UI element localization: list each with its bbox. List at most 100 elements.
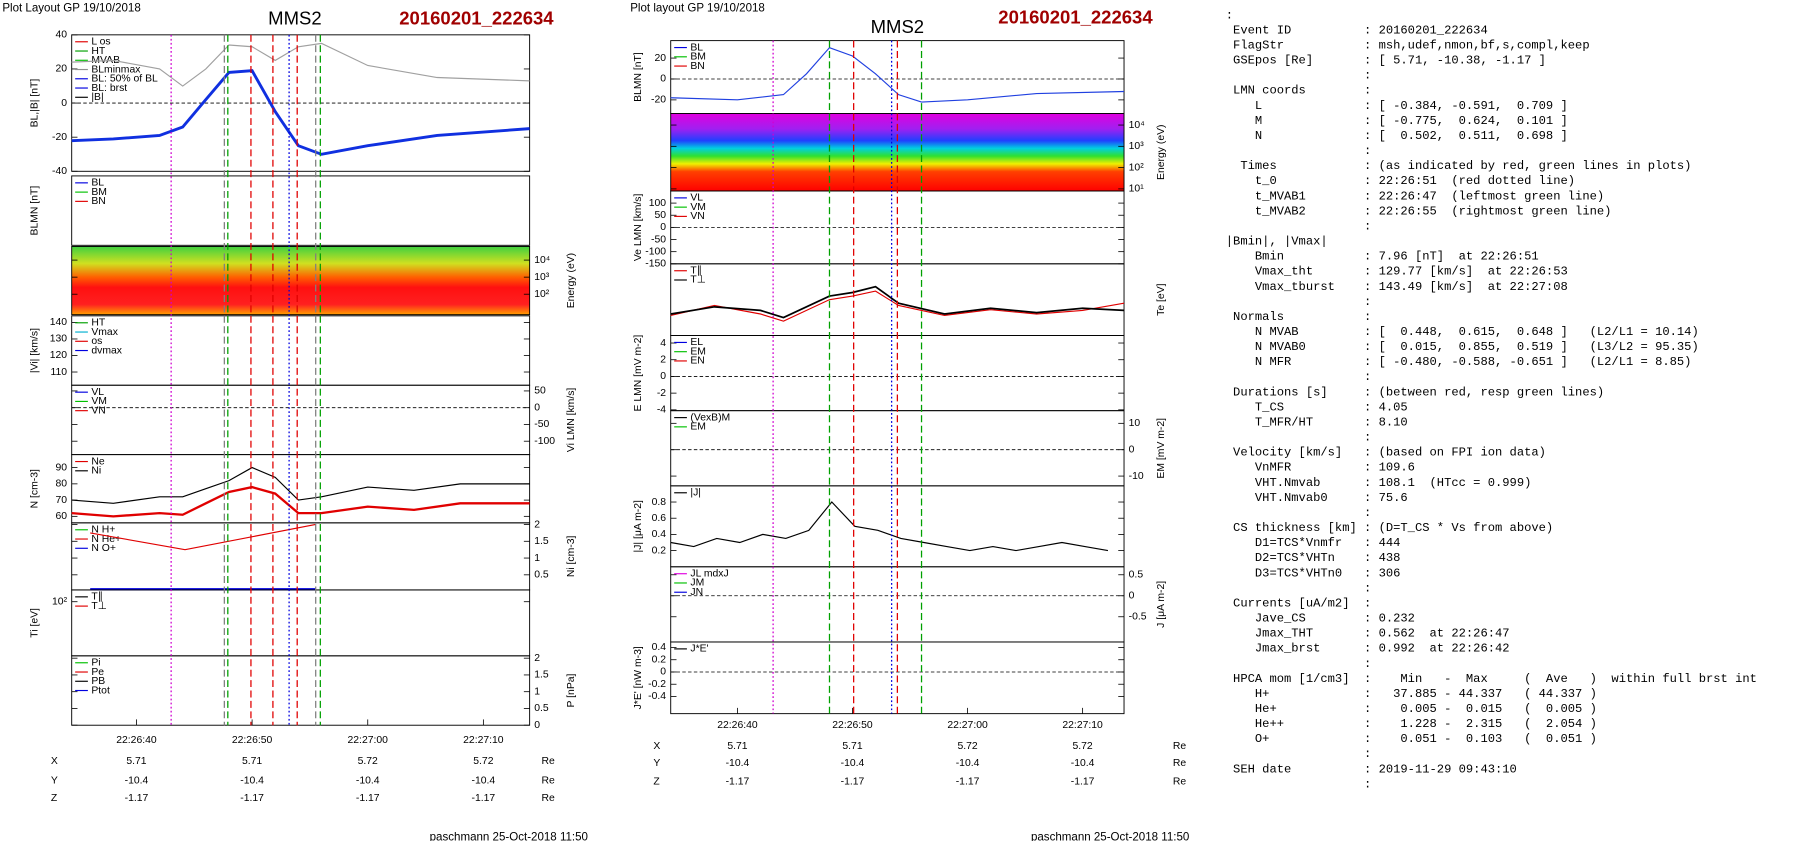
position-value: -10.4	[125, 775, 149, 786]
y-tick-label: 70	[56, 495, 68, 506]
summary-line: :	[1226, 581, 1372, 595]
legend-label: os	[91, 336, 102, 347]
y-tick-label: 10¹	[1129, 184, 1145, 195]
y-tick-label: 80	[56, 479, 68, 490]
legend-label: BL: brst	[91, 83, 127, 94]
y-tick-label: -100	[534, 436, 555, 447]
summary-line: Velocity [km/s] : (based on FPI ion data…	[1226, 446, 1546, 460]
x-tick-label: 22:26:40	[717, 720, 758, 731]
summary-line: :	[1226, 777, 1372, 791]
y-tick-label: 0.8	[652, 497, 667, 508]
position-value: 5.71	[727, 741, 747, 752]
position-value: -10.4	[1071, 758, 1095, 769]
legend-label: |J|	[690, 488, 701, 499]
panel-frame	[71, 315, 531, 386]
position-label: X	[51, 756, 58, 767]
legend-label: N He+	[91, 534, 121, 545]
y-tick-label: 10²	[534, 289, 550, 300]
legend-label: T∥	[690, 265, 702, 276]
legend-label: T⊥	[690, 275, 705, 286]
y-tick-label: 0.6	[652, 513, 667, 524]
summary-line: Event ID : 20160201_222634	[1226, 23, 1488, 37]
y-tick-label: 0	[534, 402, 540, 413]
position-value: -10.4	[726, 758, 750, 769]
legend-label: HT	[91, 46, 106, 57]
y-tick-label: 0.5	[1129, 570, 1144, 581]
series-line	[90, 523, 316, 551]
y-axis-label: BL,|B| [nT]	[29, 79, 40, 128]
position-value: 5.71	[842, 741, 862, 752]
summary-line: Jmax_THT : 0.562 at 22:26:47	[1226, 627, 1510, 641]
y-tick-label: 0	[660, 371, 666, 382]
legend-label: Pe	[91, 667, 104, 678]
position-unit: Re	[1173, 777, 1187, 788]
y-tick-label: 140	[50, 317, 68, 328]
legend-label: Vmax	[91, 327, 118, 338]
y-tick-label: 50	[655, 210, 667, 221]
legend-label: T∥	[91, 592, 103, 603]
y-tick-label: 20	[56, 64, 68, 75]
summary-line: :	[1226, 8, 1233, 22]
plot-header: Plot layout GP 19/10/2018	[630, 2, 765, 14]
y-tick-label: 0	[1129, 591, 1135, 602]
position-value: -1.17	[726, 777, 750, 788]
legend-label: VL	[91, 387, 104, 398]
y-tick-label: -4	[657, 405, 666, 416]
summary-line: VHT.Nmvab0 : 75.6	[1226, 491, 1408, 505]
footer: paschmann 25-Oct-2018 11:50	[1031, 831, 1189, 841]
plot-header: Plot Layout GP 19/10/2018	[2, 2, 140, 14]
summary-line: :	[1226, 431, 1372, 445]
summary-line: :	[1226, 370, 1372, 384]
legend-label: BL	[91, 178, 104, 189]
legend-label: JL mdxJ	[690, 568, 728, 579]
y-tick-label: 100	[649, 198, 667, 209]
summary-line: t_0 : 22:26:51 (red dotted line)	[1226, 174, 1575, 188]
y-axis-label: EM [mV m-2]	[1156, 418, 1167, 479]
y-tick-label: 40	[56, 30, 68, 41]
series-line	[670, 46, 1125, 103]
y-tick-label: 2	[534, 519, 540, 530]
summary-line: :	[1226, 219, 1372, 233]
summary-line: He++ : 1.228 - 2.315 ( 2.054 )	[1226, 717, 1597, 731]
y-axis-label: Vi LMN [km/s]	[566, 388, 577, 453]
legend-label: HT	[91, 318, 106, 329]
panel-frame	[71, 522, 531, 591]
legend-label: Pi	[91, 658, 100, 669]
y-tick-label: -0.2	[648, 679, 666, 690]
y-tick-label: 0.2	[652, 654, 667, 665]
y-tick-label: 90	[56, 462, 68, 473]
y-tick-label: 0	[660, 667, 666, 678]
summary-line: Vmax_tht : 129.77 [km/s] at 22:26:53	[1226, 265, 1568, 279]
legend-label: BL: 50% of BL	[91, 74, 158, 85]
x-tick-label: 22:27:00	[947, 720, 988, 731]
position-value: -1.17	[240, 793, 264, 804]
summary-line: t_MVAB2 : 22:26:55 (rightmost green line…	[1226, 204, 1612, 218]
footer: paschmann 25-Oct-2018 11:50	[430, 831, 588, 841]
y-tick-label: 0.4	[652, 529, 667, 540]
legend-label: BN	[690, 61, 704, 72]
y-tick-label: 10²	[52, 596, 68, 607]
position-value: -1.17	[356, 793, 380, 804]
x-tick-label: 22:27:00	[348, 735, 389, 746]
y-axis-label: P [nPa]	[566, 673, 577, 707]
panel-frame	[71, 655, 531, 726]
y-tick-label: 0.5	[534, 703, 549, 714]
y-tick-label: 0.5	[534, 570, 549, 581]
position-value: -10.4	[240, 775, 264, 786]
position-unit: Re	[541, 756, 555, 767]
y-axis-label: J [μA m-2]	[1156, 581, 1167, 628]
legend-label: EM	[690, 346, 706, 357]
summary-line: Currents [uA/m2] :	[1226, 596, 1372, 610]
x-tick-label: 22:27:10	[1062, 720, 1103, 731]
summary-line: SEH date : 2019-11-29 09:43:10	[1226, 762, 1517, 776]
spectrogram	[71, 246, 530, 315]
y-tick-label: 4	[660, 338, 666, 349]
position-label: Y	[51, 775, 58, 786]
summary-line: Durations [s] : (between red, resp green…	[1226, 385, 1604, 399]
summary-line: Vmax_tburst : 143.49 [km/s] at 22:27:08	[1226, 280, 1568, 294]
y-tick-label: 1.5	[534, 536, 549, 547]
position-value: -10.4	[356, 775, 380, 786]
series-line	[670, 285, 1125, 319]
